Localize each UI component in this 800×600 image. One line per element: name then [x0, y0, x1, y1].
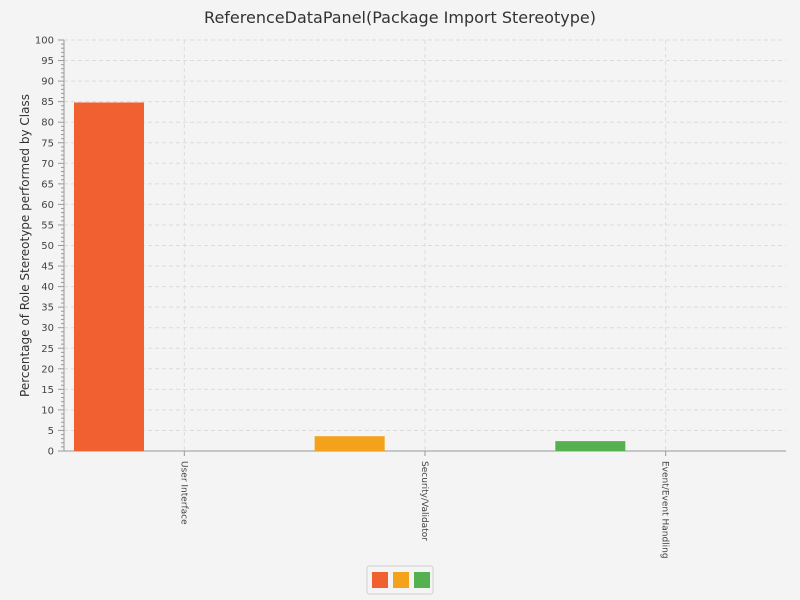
y-tick-label: 100: [35, 36, 54, 47]
y-tick-label: 30: [41, 323, 54, 334]
y-tick-label: 50: [41, 241, 54, 252]
x-tick-label: Event/Event Handling: [660, 461, 670, 559]
y-axis-title: Percentage of Role Stereotype performed …: [18, 94, 32, 397]
legend: [366, 565, 434, 595]
bar-user-interface: [74, 102, 144, 452]
grid: [64, 39, 786, 451]
x-tick-label: Security/Validator: [419, 461, 429, 541]
y-tick-label: 35: [41, 303, 54, 314]
y-tick-label: 70: [41, 159, 54, 170]
y-tick-label: 45: [41, 262, 54, 273]
y-tick-label: 5: [48, 426, 54, 437]
bar-security-validator: [314, 436, 385, 451]
y-tick-label: 15: [41, 385, 54, 396]
y-tick-label: 65: [41, 179, 54, 190]
y-tick-label: 75: [41, 138, 54, 149]
y-tick-label: 25: [41, 344, 54, 355]
y-tick-label: 60: [41, 200, 54, 211]
y-tick-label: 95: [41, 56, 54, 67]
y-tick-label: 80: [41, 118, 54, 129]
y-tick-label: 85: [41, 97, 54, 108]
x-tick-label: User Interface: [178, 461, 188, 525]
bar-event-event-handling: [555, 441, 626, 451]
legend-swatch: [393, 572, 409, 588]
y-tick-label: 55: [41, 220, 54, 231]
legend-swatch: [372, 572, 388, 588]
chart-title: ReferenceDataPanel(Package Import Stereo…: [204, 8, 596, 27]
legend-swatch: [414, 572, 430, 588]
y-tick-label: 40: [41, 282, 54, 293]
y-tick-label: 20: [41, 364, 54, 375]
y-tick-label: 10: [41, 405, 54, 416]
y-tick-label: 90: [41, 77, 54, 88]
y-tick-label: 0: [48, 447, 54, 458]
